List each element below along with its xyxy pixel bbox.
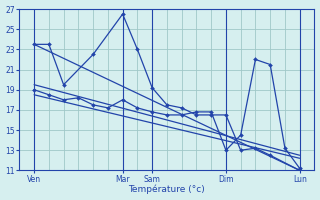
X-axis label: Température (°c): Température (°c) [129,185,205,194]
